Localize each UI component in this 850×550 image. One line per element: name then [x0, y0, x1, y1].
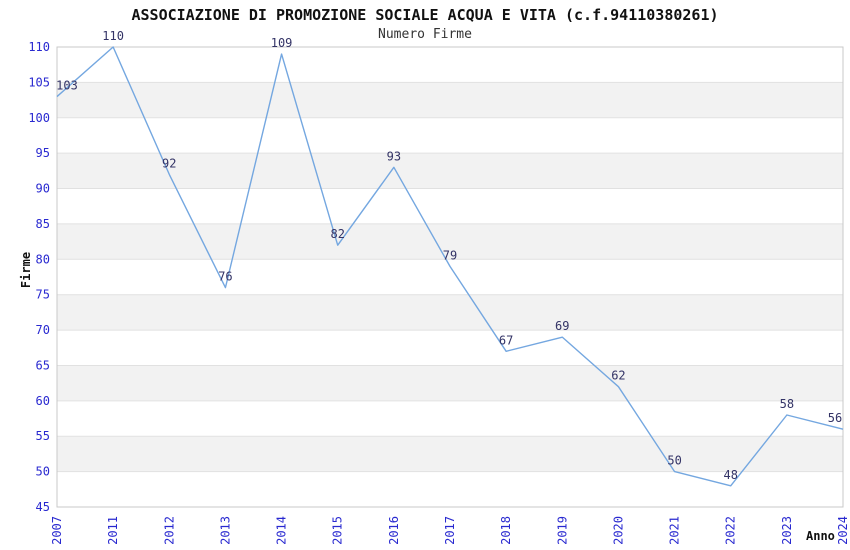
x-tick-label: 2016	[387, 516, 401, 545]
data-line	[56, 46, 844, 487]
data-label: 79	[443, 248, 457, 262]
y-tick-label: 90	[36, 182, 50, 196]
x-tick-label: 2011	[106, 516, 120, 545]
x-tick-label: 2017	[443, 516, 457, 545]
x-tick-label: 2013	[218, 516, 232, 545]
data-label: 110	[102, 29, 124, 43]
plot-band	[57, 223, 843, 260]
plot-band	[57, 436, 843, 472]
x-tick-label: 2007	[50, 516, 64, 545]
chart-title: ASSOCIAZIONE DI PROMOZIONE SOCIALE ACQUA…	[131, 6, 719, 24]
data-label: 82	[330, 227, 344, 241]
x-tick-label: 2024	[836, 516, 850, 545]
data-label: 76	[218, 270, 232, 284]
y-tick-label: 55	[36, 429, 50, 443]
chart-subtitle: Numero Firme	[378, 27, 472, 42]
data-label: 58	[780, 397, 794, 411]
plot-band	[57, 294, 843, 331]
data-label: 62	[611, 369, 625, 383]
y-tick-label: 70	[36, 323, 50, 337]
x-tick-label: 2022	[724, 516, 738, 545]
y-tick-label: 100	[28, 111, 50, 125]
data-label: 67	[499, 333, 513, 347]
x-tick-label: 2014	[275, 516, 289, 545]
x-tick-label: 2015	[331, 516, 345, 545]
plot-border	[56, 46, 844, 508]
y-tick-label: 110	[28, 40, 50, 54]
y-tick-label: 45	[36, 500, 50, 514]
y-tick-label: 50	[36, 465, 50, 479]
y-tick-label: 60	[36, 394, 50, 408]
x-axis-title: Anno	[806, 529, 835, 543]
y-tick-label: 105	[28, 75, 50, 89]
x-tick-label: 2020	[611, 516, 625, 545]
x-tick-label: 2021	[668, 516, 682, 545]
data-label: 103	[56, 79, 78, 93]
data-label: 48	[723, 468, 737, 482]
y-tick-label: 75	[36, 288, 50, 302]
y-tick-label: 85	[36, 217, 50, 231]
y-tick-label: 80	[36, 252, 50, 266]
data-label: 69	[555, 319, 569, 333]
data-label: 50	[667, 454, 681, 468]
x-tick-label: 2018	[499, 516, 513, 545]
x-tick-label: 2023	[780, 516, 794, 545]
x-tick-label: 2019	[555, 516, 569, 545]
y-tick-label: 65	[36, 358, 50, 372]
plot-band	[57, 153, 843, 189]
data-label: 109	[271, 36, 293, 50]
data-label: 93	[387, 149, 401, 163]
plot-band	[57, 365, 843, 401]
data-label: 56	[828, 411, 842, 425]
data-label: 92	[162, 156, 176, 170]
y-tick-label: 95	[36, 146, 50, 160]
plot-band	[57, 82, 843, 118]
x-tick-label: 2012	[162, 516, 176, 545]
